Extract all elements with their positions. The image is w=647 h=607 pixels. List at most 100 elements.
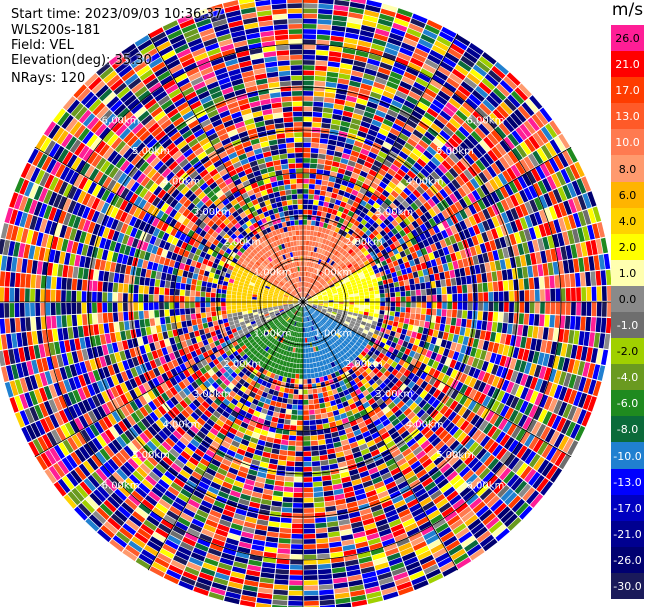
velocity-cell bbox=[317, 270, 321, 276]
velocity-cell bbox=[351, 424, 360, 432]
velocity-cell bbox=[333, 306, 339, 310]
velocity-cell bbox=[324, 401, 331, 408]
velocity-cell bbox=[346, 569, 361, 577]
velocity-cell bbox=[485, 516, 500, 530]
velocity-cell bbox=[315, 264, 320, 269]
velocity-cell bbox=[292, 320, 296, 326]
velocity-cell bbox=[529, 302, 535, 314]
velocity-cell bbox=[405, 312, 411, 319]
velocity-cell bbox=[318, 148, 327, 155]
velocity-cell bbox=[242, 417, 251, 424]
velocity-cell bbox=[307, 251, 311, 257]
velocity-cell bbox=[280, 444, 288, 451]
velocity-cell bbox=[544, 276, 550, 289]
velocity-cell bbox=[389, 32, 404, 42]
velocity-cell bbox=[272, 495, 283, 502]
velocity-cell bbox=[306, 288, 309, 293]
velocity-cell bbox=[429, 49, 444, 61]
velocity-cell bbox=[373, 406, 382, 414]
velocity-cell bbox=[315, 318, 319, 323]
velocity-cell bbox=[290, 420, 297, 426]
velocity-cell bbox=[296, 306, 300, 310]
velocity-cell bbox=[415, 226, 423, 235]
velocity-cell bbox=[284, 387, 290, 394]
velocity-cell bbox=[267, 431, 276, 438]
velocity-cell bbox=[355, 256, 361, 263]
velocity-cell bbox=[411, 265, 417, 273]
velocity-cell bbox=[359, 307, 364, 312]
velocity-cell bbox=[557, 356, 565, 371]
velocity-cell bbox=[459, 420, 470, 431]
velocity-cell bbox=[399, 191, 408, 200]
velocity-cell bbox=[360, 566, 375, 574]
velocity-cell bbox=[107, 496, 120, 509]
velocity-cell bbox=[430, 514, 444, 525]
velocity-cell bbox=[176, 473, 188, 484]
velocity-cell bbox=[340, 120, 351, 128]
velocity-cell bbox=[592, 223, 600, 239]
velocity-cell bbox=[445, 422, 455, 433]
velocity-cell bbox=[481, 320, 488, 331]
velocity-cell bbox=[398, 132, 409, 142]
velocity-cell bbox=[272, 443, 281, 450]
velocity-cell bbox=[492, 444, 503, 457]
velocity-cell bbox=[432, 360, 440, 370]
velocity-cell bbox=[307, 297, 312, 300]
velocity-cell bbox=[437, 90, 451, 102]
velocity-cell bbox=[367, 331, 374, 337]
velocity-cell bbox=[211, 381, 220, 390]
velocity-cell bbox=[217, 394, 226, 402]
velocity-cell bbox=[493, 175, 504, 188]
velocity-cell bbox=[122, 417, 132, 429]
velocity-cell bbox=[365, 334, 372, 341]
velocity-cell bbox=[121, 481, 134, 494]
velocity-cell bbox=[338, 189, 345, 196]
velocity-cell bbox=[349, 468, 359, 476]
velocity-cell bbox=[103, 445, 115, 458]
velocity-cell bbox=[571, 287, 576, 301]
velocity-cell bbox=[523, 313, 530, 325]
velocity-cell bbox=[341, 231, 348, 237]
velocity-cell bbox=[548, 220, 557, 235]
velocity-cell bbox=[307, 266, 311, 272]
velocity-cell bbox=[222, 481, 233, 490]
velocity-cell bbox=[304, 271, 307, 277]
velocity-cell bbox=[164, 470, 176, 481]
velocity-cell bbox=[219, 463, 230, 472]
velocity-cell bbox=[164, 338, 171, 347]
velocity-cell bbox=[361, 226, 368, 233]
velocity-cell bbox=[313, 300, 318, 302]
velocity-cell bbox=[282, 361, 287, 367]
velocity-cell bbox=[338, 295, 344, 299]
velocity-cell bbox=[565, 344, 573, 358]
velocity-cell bbox=[285, 409, 292, 415]
velocity-cell bbox=[284, 356, 289, 362]
velocity-cell bbox=[303, 405, 309, 410]
velocity-cell bbox=[323, 275, 328, 280]
velocity-cell bbox=[331, 276, 336, 281]
velocity-cell bbox=[377, 206, 386, 214]
velocity-cell bbox=[276, 470, 286, 476]
velocity-cell bbox=[131, 536, 146, 549]
velocity-cell bbox=[407, 223, 415, 232]
velocity-cell bbox=[543, 193, 553, 207]
velocity-cell bbox=[481, 52, 497, 65]
velocity-cell bbox=[277, 364, 283, 371]
velocity-cell bbox=[283, 424, 291, 430]
velocity-cell bbox=[333, 271, 339, 276]
velocity-cell bbox=[410, 86, 424, 96]
velocity-cell bbox=[326, 76, 338, 83]
velocity-cell bbox=[303, 338, 306, 343]
velocity-cell bbox=[494, 354, 502, 365]
velocity-cell bbox=[576, 287, 581, 301]
velocity-cell bbox=[406, 156, 416, 166]
velocity-cell bbox=[334, 587, 349, 594]
velocity-cell bbox=[309, 272, 313, 278]
velocity-cell bbox=[339, 356, 346, 362]
velocity-cell bbox=[326, 289, 332, 293]
velocity-cell bbox=[318, 277, 322, 282]
velocity-cell bbox=[214, 340, 221, 347]
velocity-cell bbox=[375, 302, 380, 306]
velocity-cell bbox=[437, 415, 447, 426]
velocity-cell bbox=[329, 197, 336, 204]
